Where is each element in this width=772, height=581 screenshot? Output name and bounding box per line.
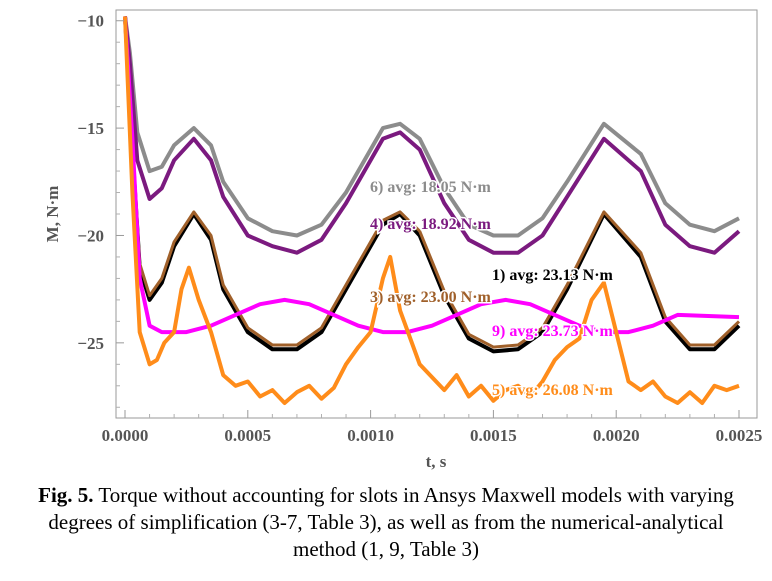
x-tick-label: 0.0010 [347,426,394,445]
series-label-1: 6) avg: 18.05 N·m [370,179,492,196]
caption-text: Torque without accounting for slots in A… [48,483,734,561]
series-line-6 [123,16,740,405]
series-label-3: 1) avg: 23.13 N·m [492,267,614,284]
x-tick-label: 0.0020 [593,426,640,445]
y-tick-label: −15 [77,119,104,138]
ticks-layer: 0.0000 0.0005 0.0010 0.0015 0.0020 0.0025 −10 −… [77,12,762,445]
series-line-4 [123,16,741,349]
series-labels: 6) avg: 18.05 N·m 4) avg: 18.92 N·m 1) avg… [369,178,616,401]
caption-fig-label: Fig. 5. [38,483,94,507]
y-tick-label: −20 [77,226,104,245]
series-line-5 [123,16,740,335]
x-tick-label: 0.0005 [224,426,271,445]
series-line-2 [123,16,741,255]
series-label-5: 9) avg: 23.73 N·m [492,323,614,340]
x-tick-label: 0.0025 [716,426,763,445]
x-axis-label: t, s [426,452,447,471]
series-label-4: 3) avg: 23.00 N·m [370,289,492,306]
y-tick-label: −25 [77,334,104,353]
series-label-6: 5) avg: 26.08 N·m [492,382,614,399]
line-chart: 0.0000 0.0005 0.0010 0.0015 0.0020 0.0025 −10 −… [43,9,762,471]
x-tick-label: 0.0015 [470,426,517,445]
x-tick-label: 0.0000 [102,426,149,445]
series-layer [123,16,741,405]
series-line-1 [123,16,740,238]
y-axis-label: M, N·m [43,186,62,243]
y-tick-label: −10 [77,12,104,31]
series-label-2: 4) avg: 18.92 N·m [370,216,492,233]
figure-caption: Fig. 5. Torque without accounting for sl… [20,482,752,563]
